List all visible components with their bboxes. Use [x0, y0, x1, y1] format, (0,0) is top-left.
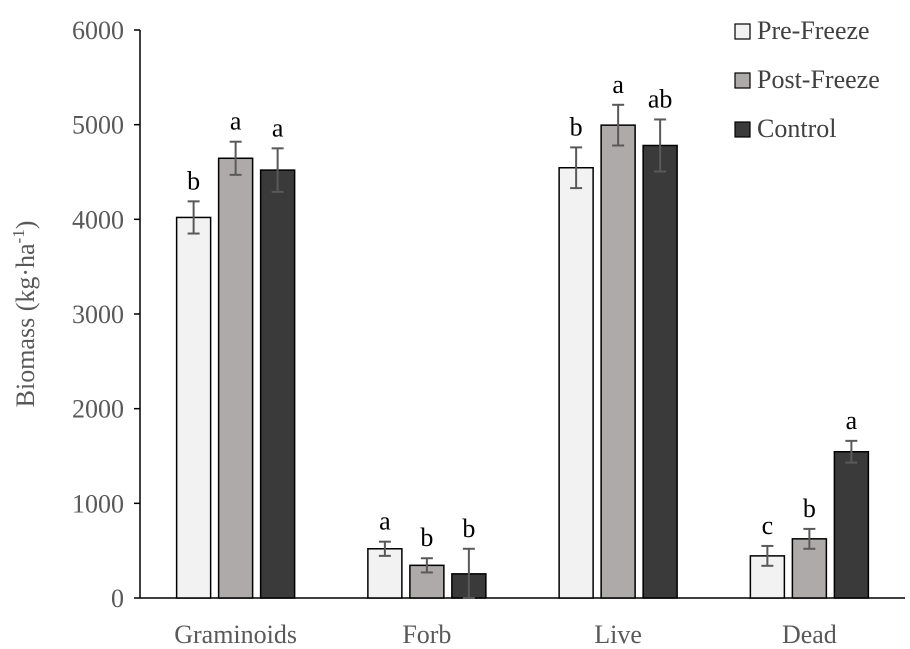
- significance-label: a: [846, 406, 858, 435]
- significance-label: b: [803, 494, 816, 523]
- y-tick-label: 2000: [72, 395, 124, 424]
- significance-label: b: [420, 523, 433, 552]
- bar-control-live: [642, 144, 678, 599]
- significance-label: a: [612, 70, 624, 99]
- bar-pre-freeze-live: [558, 166, 594, 599]
- significance-label: a: [230, 107, 242, 136]
- bar-pre-freeze-dead: [749, 555, 786, 599]
- x-category-label: Live: [594, 620, 642, 649]
- y-tick-label: 4000: [72, 205, 124, 234]
- bar-control-graminoids: [259, 169, 296, 599]
- significance-label: ab: [648, 84, 673, 113]
- significance-label: c: [762, 511, 774, 540]
- y-tick-label: 1000: [72, 489, 124, 518]
- significance-label: b: [462, 514, 475, 543]
- legend-swatch: [734, 72, 751, 89]
- x-category-label: Dead: [782, 620, 837, 649]
- y-tick-label: 5000: [72, 111, 124, 140]
- legend-label: Post-Freeze: [757, 65, 880, 94]
- legend-swatch: [734, 23, 751, 40]
- legend-label: Pre-Freeze: [757, 16, 870, 45]
- y-axis-label: Biomass (kg·ha-1): [9, 221, 40, 408]
- y-tick-label: 0: [111, 584, 124, 613]
- significance-label: a: [379, 507, 391, 536]
- legend-label: Control: [757, 114, 836, 143]
- legend-swatch: [734, 121, 751, 138]
- significance-label: a: [272, 113, 284, 142]
- y-tick-label: 3000: [72, 300, 124, 329]
- x-category-label: Graminoids: [174, 620, 297, 649]
- bar-control-dead: [833, 450, 870, 599]
- y-axis-label-text: Biomass (kg·ha: [11, 243, 40, 407]
- bar-post-freeze-live: [600, 124, 636, 599]
- bar-post-freeze-graminoids: [217, 157, 254, 599]
- y-tick-label: 6000: [72, 16, 124, 45]
- x-axis-categories: Graminoids Forb Live Dead: [174, 620, 837, 649]
- y-axis-label-superscript: -1: [9, 229, 28, 243]
- y-axis-ticks: 0 1000 2000 3000 4000 5000 6000: [72, 16, 140, 613]
- x-category-label: Forb: [402, 620, 451, 649]
- significance-label: b: [570, 112, 583, 141]
- y-axis-label-suffix: ): [11, 221, 40, 230]
- legend: Pre-Freeze Post-Freeze Control: [734, 16, 880, 143]
- significance-label: b: [187, 166, 200, 195]
- bar-pre-freeze-graminoids: [175, 216, 212, 599]
